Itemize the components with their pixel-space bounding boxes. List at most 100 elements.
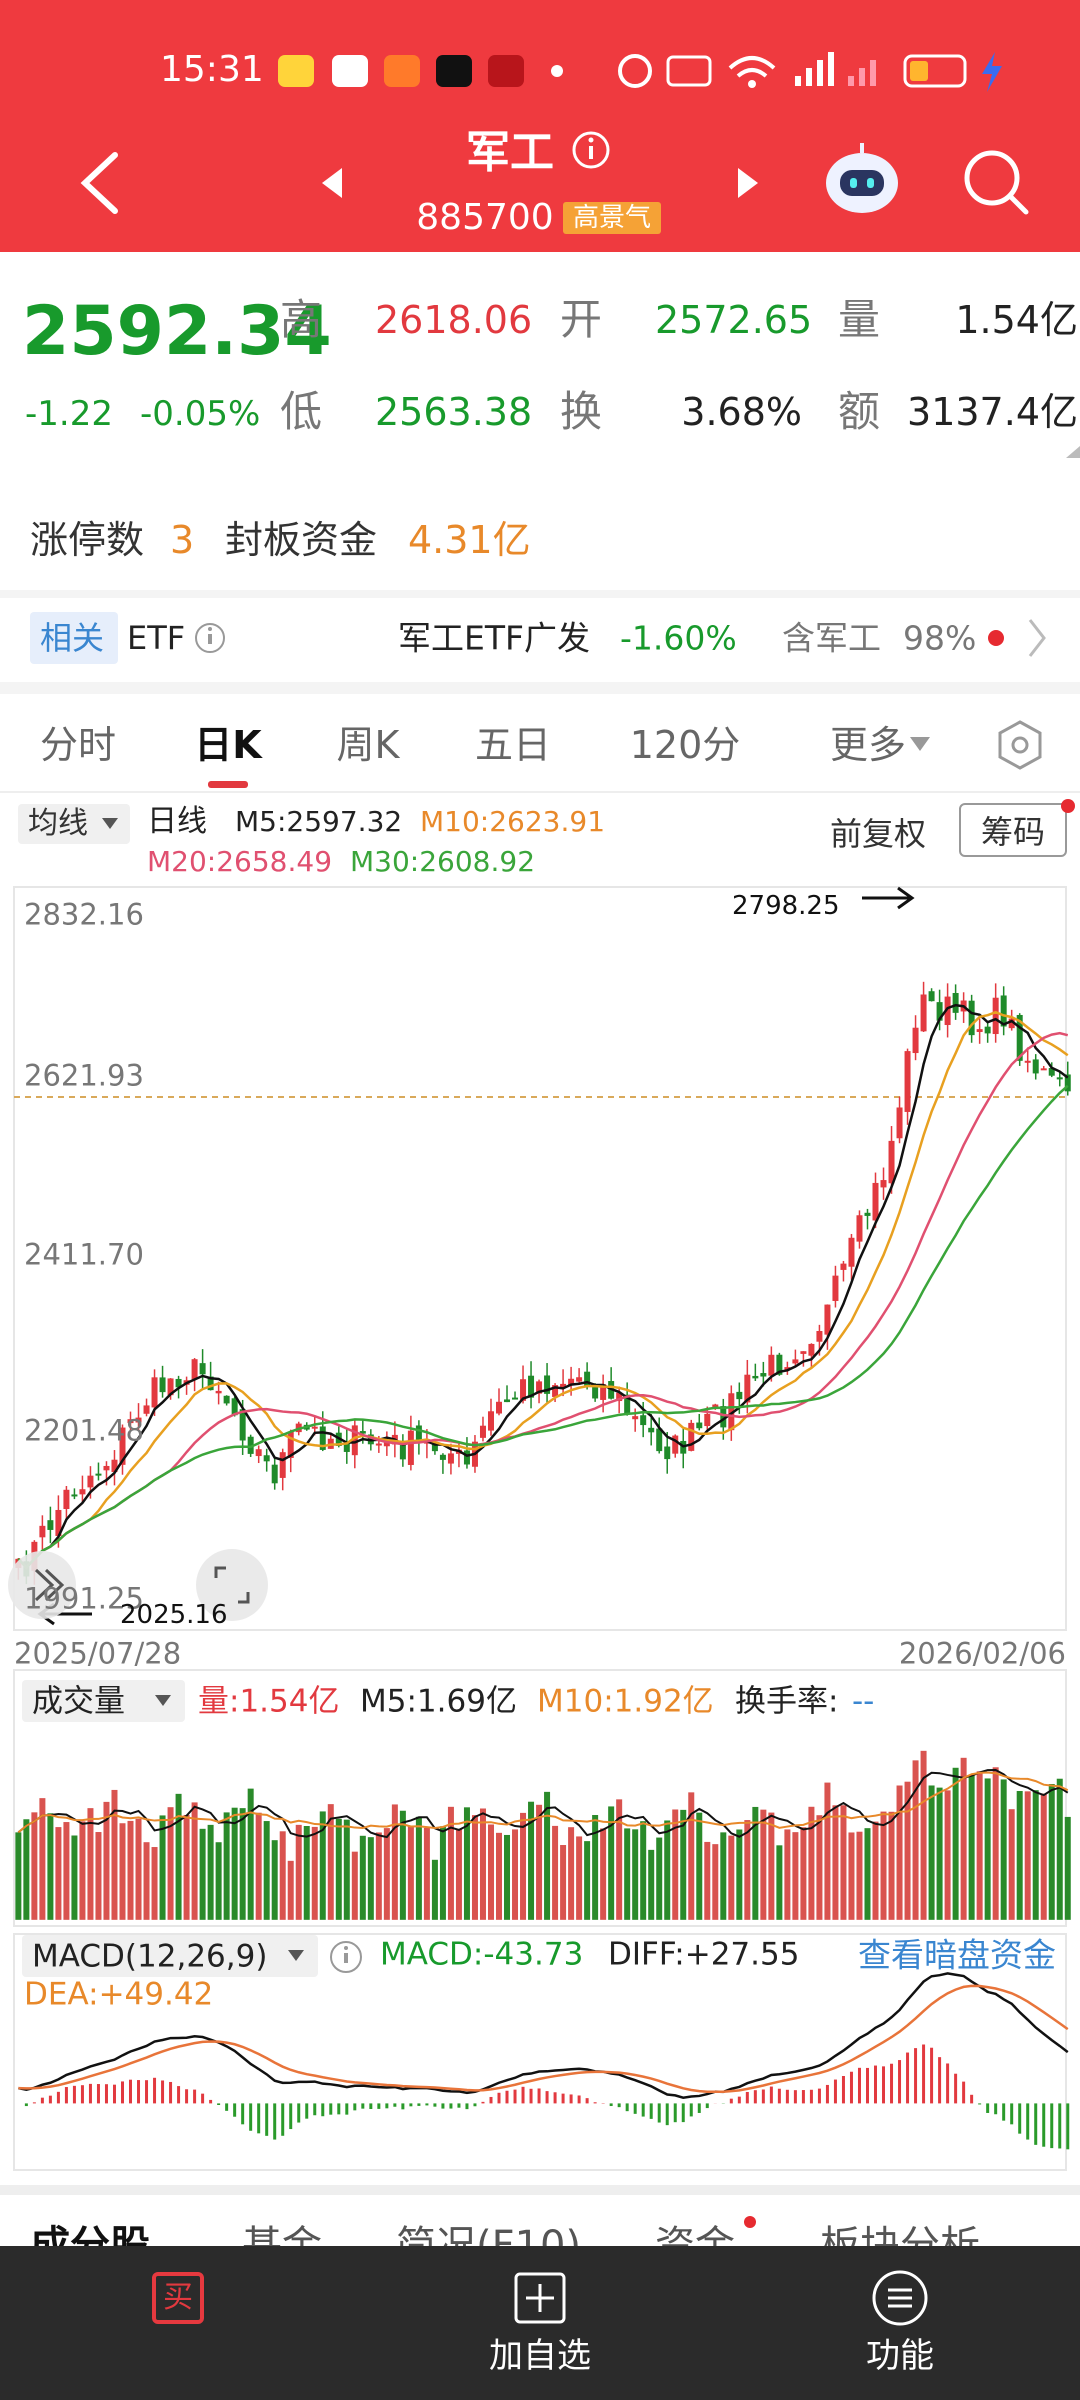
back-icon[interactable]	[80, 152, 118, 214]
tab[interactable]: 日K	[194, 723, 262, 767]
candle-body	[1008, 1018, 1015, 1029]
volume-bar	[1008, 1809, 1015, 1920]
turnover: 换手率:	[735, 1683, 839, 1720]
dea-line	[18, 1984, 1069, 2094]
volume-bar	[784, 1829, 791, 1920]
value: 98%	[903, 618, 977, 658]
menu-button[interactable]: 功能	[866, 2336, 934, 2376]
candle-body	[1056, 1077, 1063, 1080]
search-icon[interactable]	[964, 150, 1029, 215]
settings-icon[interactable]	[998, 720, 1042, 770]
volume-bar	[199, 1828, 206, 1920]
candle-body	[704, 1413, 711, 1427]
candle-body	[343, 1442, 350, 1452]
candle-body	[840, 1263, 847, 1270]
candle-body	[984, 1026, 991, 1034]
volume-bar	[351, 1851, 358, 1920]
volume-bar	[568, 1827, 575, 1920]
chips-button[interactable]	[959, 803, 1067, 857]
volume-ma	[17, 1768, 1069, 1839]
volume-bar	[31, 1812, 38, 1920]
vol: 量:1.54亿	[198, 1683, 340, 1720]
candle-body	[720, 1406, 727, 1428]
expand-button[interactable]	[196, 1549, 268, 1621]
candle-body	[864, 1212, 871, 1216]
adjust[interactable]: 前复权	[830, 815, 927, 853]
volume-bar	[327, 1804, 334, 1920]
ma-selector[interactable]: 均线	[28, 806, 88, 841]
chips[interactable]: 筹码	[980, 813, 1046, 851]
watch-button[interactable]: 加自选	[489, 2336, 591, 2376]
candle-body	[71, 1494, 78, 1497]
volume-bar	[479, 1808, 486, 1920]
tab[interactable]: 更多	[829, 723, 907, 767]
volume-bar	[600, 1828, 607, 1920]
volume-bar	[656, 1837, 663, 1920]
etf-name[interactable]: 军工ETF广发	[398, 618, 590, 658]
badge: 高景气	[572, 203, 652, 233]
volume-bar	[231, 1807, 238, 1920]
info-icon[interactable]	[572, 131, 610, 169]
prev-icon[interactable]	[322, 168, 342, 198]
candle-body	[439, 1454, 446, 1460]
volume-bar	[528, 1801, 535, 1920]
tab[interactable]: 分时	[39, 723, 117, 767]
label: 封板资金	[225, 518, 378, 562]
volume-bar	[1024, 1791, 1031, 1920]
buy-icon[interactable]: 买	[163, 2280, 193, 2315]
volume-bar	[584, 1841, 591, 1920]
volume-bar	[127, 1820, 134, 1920]
volume-bar	[423, 1827, 430, 1920]
volume-bar	[159, 1815, 166, 1920]
volume-selector[interactable]: 成交量	[32, 1683, 125, 1720]
candle-body	[279, 1452, 286, 1478]
candle-body	[231, 1398, 238, 1416]
volume-bar	[1048, 1784, 1055, 1920]
volume-bar	[271, 1840, 278, 1920]
candle-body	[896, 1107, 903, 1139]
tag: 相关	[40, 619, 105, 657]
header-bar	[0, 0, 1080, 252]
macd-selector[interactable]: MACD(12,26,9)	[32, 1938, 268, 1975]
volume-bar	[407, 1826, 414, 1920]
volume-bar	[512, 1829, 519, 1920]
volume-bar	[367, 1837, 374, 1920]
label: 高	[280, 295, 323, 344]
volume-bar	[904, 1781, 911, 1920]
candle-body	[95, 1473, 102, 1476]
candle-body	[87, 1475, 94, 1488]
ma-line	[17, 1003, 1069, 1570]
candle-body	[175, 1378, 182, 1388]
candle-body	[536, 1381, 543, 1394]
tab[interactable]: 120分	[629, 723, 741, 767]
candle-body	[63, 1489, 70, 1509]
candle-body	[111, 1459, 118, 1473]
volume-bar	[263, 1821, 270, 1920]
candle-body	[375, 1443, 382, 1446]
candle-body	[800, 1351, 807, 1354]
volume-bar	[63, 1822, 70, 1920]
candle-body	[47, 1520, 54, 1530]
volume-bar	[616, 1799, 623, 1920]
candle-body	[760, 1373, 767, 1377]
volume-bar	[792, 1832, 799, 1920]
candle-body	[159, 1377, 166, 1393]
status-icons	[278, 52, 1002, 92]
candle-body	[952, 992, 959, 1013]
volume-bar	[95, 1832, 102, 1920]
next-icon[interactable]	[738, 168, 758, 198]
badge-bg	[563, 202, 661, 234]
tab[interactable]: 周K	[336, 723, 400, 767]
candle-body	[135, 1417, 142, 1423]
value: 2618.06	[375, 298, 533, 342]
candle-body	[544, 1375, 551, 1394]
candle-body	[616, 1392, 623, 1402]
candle-body	[263, 1455, 270, 1462]
candle-body	[191, 1359, 198, 1380]
candle-body	[1024, 1060, 1031, 1063]
dark-pool-link[interactable]: 查看暗盘资金	[858, 1935, 1056, 1975]
robot-icon[interactable]	[826, 143, 898, 213]
volume-bar	[87, 1808, 94, 1920]
tab[interactable]: 五日	[474, 723, 552, 767]
volume-bar	[55, 1827, 62, 1920]
